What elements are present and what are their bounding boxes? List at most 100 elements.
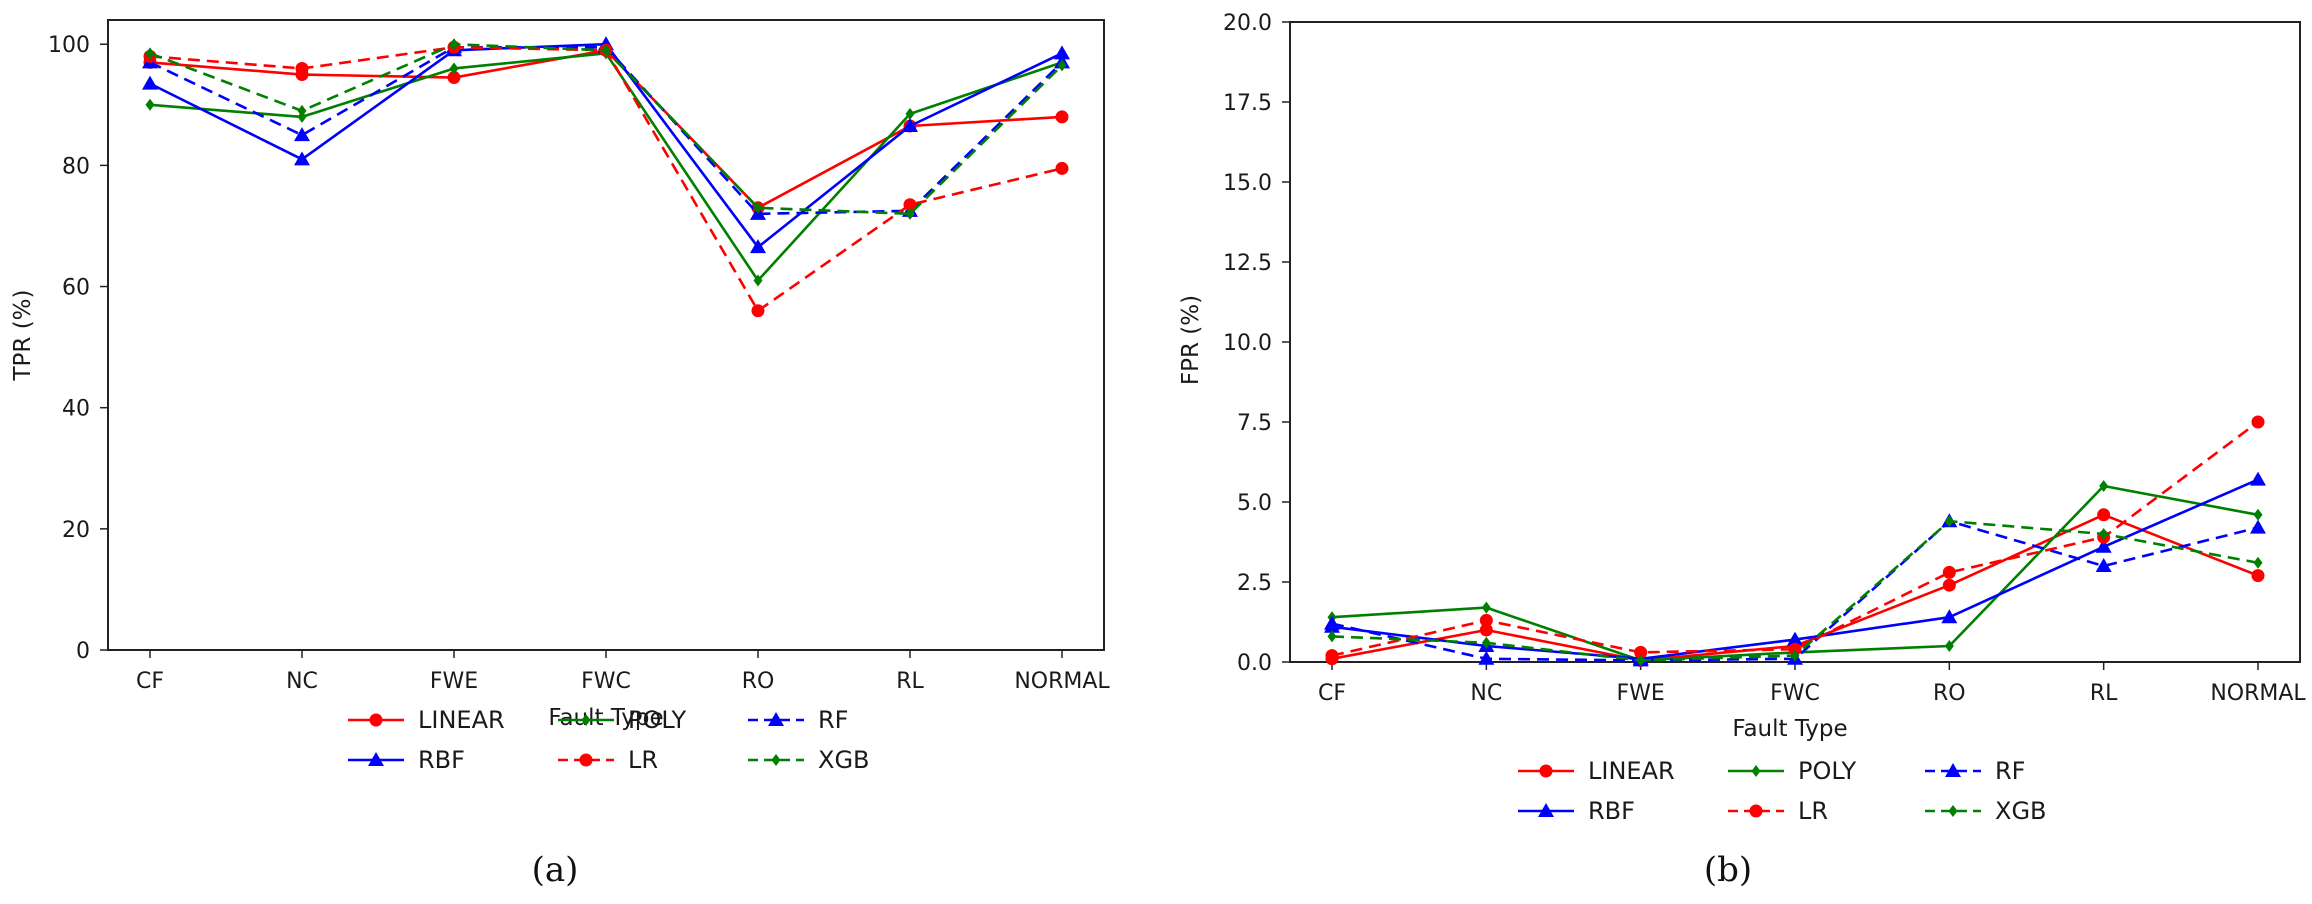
panel-a-point-lr-nc [295, 61, 309, 75]
panel-a-point-xgb-rl [905, 207, 915, 220]
panel-b-point-rf-normal [2250, 519, 2266, 534]
panel-a-legend-marker-xgb [771, 754, 781, 766]
panel-b-point-rf-nc [1478, 650, 1495, 665]
panel-a-x-tick-label-fwc: FWC [581, 669, 631, 694]
panel-a-series-xgb [145, 38, 1067, 220]
panel-a-point-xgb-cf [145, 47, 155, 60]
panel-a-y-tick-label-2: 40 [62, 397, 90, 422]
panel-a-point-xgb-fwc [601, 44, 611, 57]
panel-a-series-line-poly [149, 52, 1063, 282]
panel-b-legend-marker-poly [1751, 765, 1761, 777]
panel-b-point-poly-normal [2253, 508, 2263, 521]
panel-b-point-poly-rl [2099, 480, 2109, 492]
panel-a-point-poly-rl [905, 107, 915, 120]
panel-a-x-tick-label-fwe: FWE [430, 669, 478, 694]
panel-a-series-poly [145, 47, 1067, 287]
panel-b-legend-label-lr: LR [1798, 797, 1828, 825]
panel-b-legend-label-linear: LINEAR [1588, 757, 1675, 785]
panel-a-point-poly-fwe [449, 62, 459, 75]
panel-a-series-line-rbf [149, 42, 1063, 249]
panel-a-legend-label-xgb: XGB [818, 746, 870, 774]
panel-a-x-tick-label-normal: NORMAL [1014, 669, 1110, 694]
panel-b-point-xgb-ro [1944, 515, 1954, 528]
panel-a-caption: (a) [532, 850, 579, 890]
panel-b-x-tick-label-rl: RL [2090, 681, 2118, 706]
panel-a-x-tick-label-cf: CF [136, 669, 164, 694]
panel-a-point-lr-ro [751, 304, 765, 318]
panel-b-legend-marker-linear [1539, 764, 1553, 778]
panel-b-point-rbf-rl [2095, 538, 2112, 553]
panel-b-y-tick-label-5: 12.5 [1223, 251, 1272, 276]
panel-b-x-tick-label-fwc: FWC [1770, 681, 1820, 706]
panel-b-legend-label-rf: RF [1995, 757, 2025, 785]
panel-b-point-rbf-fwc [1787, 631, 1803, 646]
panel-b-point-rf-rl [2095, 558, 2112, 572]
panel-a-point-poly-cf [145, 98, 155, 111]
panel-b-legend-item-linear: LINEAR [1518, 757, 1675, 785]
panel-a-legend-label-linear: LINEAR [418, 706, 505, 734]
panel-b-caption: (b) [1704, 850, 1752, 890]
panel-b-series-rbf [1324, 471, 2266, 665]
panel-b-point-rbf-normal [2250, 471, 2266, 486]
panel-a-legend-marker-rbf [368, 752, 384, 766]
panel-b-point-lr-cf [1325, 649, 1339, 663]
panel-b-legend-item-xgb: XGB [1925, 797, 2047, 825]
panel-b-point-xgb-cf [1327, 630, 1337, 643]
panel-a-legend-item-rf: RF [748, 706, 848, 734]
panel-a-series-lr [143, 40, 1069, 318]
panel-a-point-linear-fwe [447, 71, 461, 85]
panel-b-y-axis-label: FPR (%) [1178, 295, 1204, 385]
panel-b-x-axis-label: Fault Type [1732, 716, 1847, 742]
panel-b-point-rbf-cf [1324, 618, 1340, 633]
panel-b-point-xgb-rl [2099, 528, 2109, 540]
panel-a-point-poly-nc [297, 110, 307, 123]
panel-b-point-linear-nc [1479, 623, 1493, 637]
panel-b-point-linear-rl [2097, 508, 2111, 522]
panel-a-point-rbf-ro [750, 239, 766, 254]
panel-b-legend-marker-rbf [1538, 803, 1554, 817]
panel-b-point-linear-normal [2251, 569, 2265, 583]
panel-b-x-tick-label-cf: CF [1318, 681, 1346, 706]
panel-a-x-tick-label-rl: RL [896, 669, 924, 694]
panel-b-legend-marker-lr [1749, 804, 1763, 818]
panel-a: CF NC FWE FWC RO RL NORMAL 0 20 40 60 80 100 Fault T… [10, 19, 1110, 890]
panel-b-point-xgb-fwc [1790, 649, 1800, 662]
panel-a-point-lr-normal [1055, 161, 1069, 175]
panel-a-point-xgb-fwe [449, 38, 459, 51]
panel-a-legend-item-xgb: XGB [748, 746, 870, 774]
panel-b-legend-label-rbf: RBF [1588, 797, 1635, 825]
panel-b-legend-label-xgb: XGB [1995, 797, 2047, 825]
panel-a-legend-item-rbf: RBF [348, 746, 465, 774]
panel-b-legend-item-poly: POLY [1728, 757, 1857, 785]
panel-b-legend-marker-rf [1945, 763, 1961, 777]
panel-b-y-tick-label-1: 2.5 [1237, 571, 1272, 596]
panel-b-point-lr-normal [2251, 415, 2265, 429]
panel-b-x-tick-label-nc: NC [1470, 681, 1502, 706]
panel-b-legend-marker-xgb [1948, 805, 1958, 817]
panel-a-point-poly-ro [753, 274, 763, 287]
panel-b-point-xgb-normal [2253, 556, 2263, 569]
panel-b-y-tick-label-0: 0.0 [1237, 651, 1272, 676]
panel-a-legend-label-poly: POLY [628, 706, 687, 734]
panel-b-y-tick-label-3: 7.5 [1237, 411, 1272, 436]
panel-b: CF NC FWE FWC RO RL NORMAL 0.0 2.5 5.0 7.5 10.0 12.5… [1178, 11, 2306, 890]
panel-b-legend-item-rf: RF [1925, 757, 2025, 785]
panel-b-point-lr-fwe [1634, 645, 1648, 659]
panel-a-x-tick-label-nc: NC [286, 669, 318, 694]
panel-a-y-tick-label-3: 60 [62, 276, 90, 301]
panel-b-y-tick-label-7: 17.5 [1223, 91, 1272, 116]
panel-b-point-poly-nc [1481, 601, 1491, 614]
panel-b-y-tick-label-8: 20.0 [1223, 11, 1272, 36]
panel-a-series-rbf [142, 36, 1070, 254]
panel-a-legend-marker-rf [768, 712, 784, 726]
panel-a-point-rbf-nc [294, 151, 310, 166]
panel-a-legend-label-rf: RF [818, 706, 848, 734]
panel-a-point-rbf-rl [902, 118, 918, 133]
panel-b-x-tick-label-fwe: FWE [1617, 681, 1665, 706]
panel-b-legend-item-lr: LR [1728, 797, 1828, 825]
panel-a-point-lr-rl [903, 198, 917, 212]
panel-a-point-rf-nc [294, 127, 310, 142]
panel-b-y-tick-label-4: 10.0 [1223, 331, 1272, 356]
panel-a-point-linear-normal [1055, 110, 1069, 124]
